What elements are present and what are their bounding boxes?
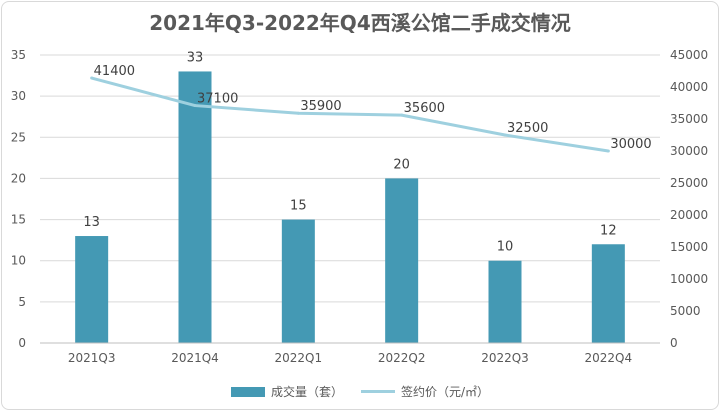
line-data-label: 37100: [197, 92, 238, 107]
line-point: [503, 133, 507, 137]
y-right-tick-label: 45000: [670, 48, 708, 62]
y-left-tick-label: 5: [18, 295, 26, 309]
x-tick-label: 2022Q2: [378, 351, 426, 365]
bar: [178, 71, 212, 343]
line-data-label: 30000: [610, 137, 651, 152]
y-left-tick-label: 25: [11, 130, 26, 144]
bar: [281, 219, 315, 343]
y-right-tick-label: 25000: [670, 176, 708, 190]
bar-data-label: 13: [83, 215, 100, 230]
bar: [75, 236, 109, 343]
y-left-tick-label: 10: [11, 254, 26, 268]
line-point: [606, 149, 610, 153]
legend-label-price: 签约价（元/㎡）: [400, 385, 490, 399]
legend-swatch-line: [360, 390, 395, 393]
line-point: [296, 111, 300, 115]
line-point: [193, 104, 197, 108]
legend-item-volume: 成交量（套）: [230, 383, 343, 400]
legend-label-volume: 成交量（套）: [270, 385, 343, 399]
x-tick-label: 2022Q4: [585, 351, 633, 365]
y-right-tick-label: 30000: [670, 144, 708, 158]
x-tick-label: 2022Q1: [275, 351, 323, 365]
x-tick-label: 2022Q3: [481, 351, 529, 365]
y-right-tick-label: 20000: [670, 208, 708, 222]
y-left-tick-label: 0: [18, 336, 26, 350]
line-data-label: 32500: [507, 121, 548, 136]
y-left-tick-label: 30: [11, 89, 26, 103]
bar: [488, 260, 522, 343]
legend-item-price: 签约价（元/㎡）: [360, 383, 490, 400]
x-tick-label: 2021Q3: [68, 351, 116, 365]
y-right-tick-label: 5000: [670, 304, 701, 318]
x-tick-label: 2021Q4: [171, 351, 219, 365]
bar-data-label: 12: [600, 223, 617, 238]
bar-data-label: 33: [187, 50, 204, 65]
line-point: [90, 76, 94, 80]
line-point: [400, 113, 404, 117]
bar-data-label: 10: [497, 240, 514, 255]
chart-title: 2021年Q3-2022年Q4西溪公馆二手成交情况: [149, 11, 571, 35]
bar-data-label: 20: [393, 157, 410, 172]
line-data-label: 41400: [94, 64, 135, 79]
bar: [591, 244, 625, 343]
line-data-label: 35900: [300, 99, 341, 114]
bar: [385, 178, 419, 343]
legend-swatch-bar: [230, 386, 265, 397]
y-left-tick-label: 35: [11, 48, 26, 62]
y-right-tick-label: 15000: [670, 240, 708, 254]
chart-legend: 成交量（套） 签约价（元/㎡）: [0, 383, 720, 400]
y-right-tick-label: 40000: [670, 80, 708, 94]
bar-data-label: 15: [290, 199, 307, 214]
y-left-tick-label: 15: [11, 213, 26, 227]
y-left-tick-label: 20: [11, 171, 26, 185]
y-right-tick-label: 0: [670, 336, 678, 350]
price-line: [91, 76, 609, 153]
line-data-label: 35600: [404, 101, 445, 116]
y-right-tick-label: 10000: [670, 272, 708, 286]
y-right-tick-label: 35000: [670, 112, 708, 126]
